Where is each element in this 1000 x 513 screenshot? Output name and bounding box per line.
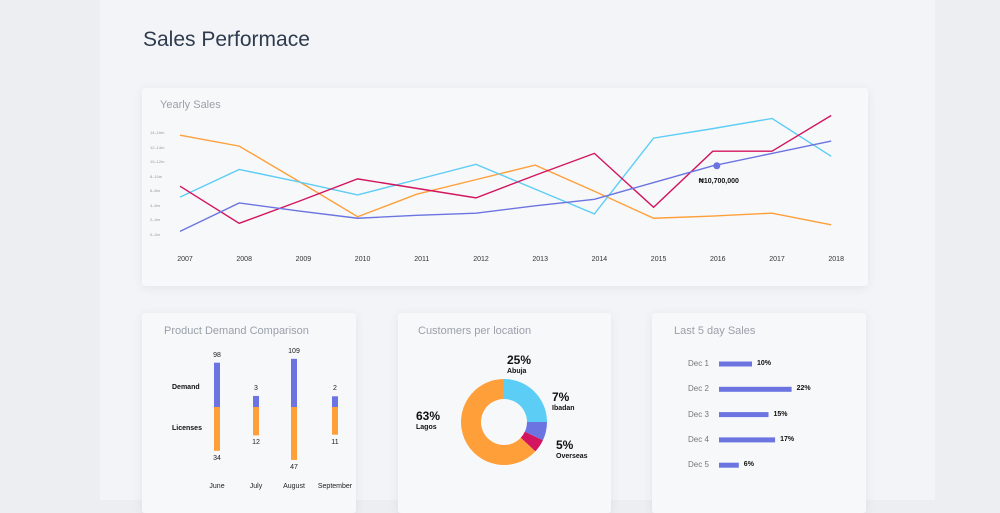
series-line-orange xyxy=(179,134,832,226)
slice-percent: 63% xyxy=(416,409,441,423)
x-tick-label: 2009 xyxy=(295,256,312,263)
x-tick-label: 2014 xyxy=(591,256,608,263)
y-tick-label: 4–6m xyxy=(150,202,161,208)
x-tick-label: 2018 xyxy=(828,256,844,263)
chart-marks xyxy=(179,114,832,468)
product-demand-card xyxy=(142,313,356,513)
licenses-value: 34 xyxy=(213,454,221,462)
y-tick-label: 14–16m xyxy=(150,130,165,135)
day-value: 10% xyxy=(757,360,772,367)
donut-slice-lagos xyxy=(461,379,536,465)
legend-demand: Demand xyxy=(172,384,200,391)
slice-location: Overseas xyxy=(556,453,588,460)
slice-percent: 25% xyxy=(507,353,532,367)
day-label: Dec 4 xyxy=(688,434,709,444)
x-tick-label: 2010 xyxy=(354,256,371,263)
month-label: September xyxy=(317,483,353,490)
y-tick-label: 0–2m xyxy=(150,232,161,237)
y-tick-label: 2–4m xyxy=(150,217,161,223)
highlight-value-label: ₦10,700,000 xyxy=(698,178,739,185)
month-label: June xyxy=(209,483,225,490)
day-label: Dec 1 xyxy=(688,359,709,368)
licenses-value: 47 xyxy=(290,463,298,471)
licenses-value: 12 xyxy=(252,439,260,447)
bar-demand xyxy=(332,396,338,407)
bar-demand xyxy=(291,358,297,407)
day-label: Dec 3 xyxy=(688,409,709,419)
day-bar xyxy=(719,437,776,443)
slice-location: Abuja xyxy=(507,368,527,375)
demand-value: 109 xyxy=(288,347,300,355)
bar-demand xyxy=(253,395,259,407)
product-demand-title: Product Demand Comparison xyxy=(164,325,309,337)
x-tick-label: 2017 xyxy=(769,256,785,263)
day-value: 15% xyxy=(773,410,788,418)
x-tick-label: 2015 xyxy=(650,256,667,263)
series-line-magenta xyxy=(179,114,832,225)
slice-percent: 7% xyxy=(552,390,570,404)
donut-slice-overseas xyxy=(520,431,543,452)
demand-value: 98 xyxy=(213,351,221,359)
donut-slice-abuja xyxy=(504,379,547,422)
y-tick-label: 12–14m xyxy=(150,144,165,150)
y-tick-label: 8–10m xyxy=(150,173,163,179)
licenses-value: 11 xyxy=(331,438,339,446)
yearly-sales-title: Yearly Sales xyxy=(160,99,221,111)
day-value: 22% xyxy=(796,385,811,393)
slice-percent: 5% xyxy=(556,438,574,452)
x-tick-label: 2011 xyxy=(414,256,430,263)
day-bar xyxy=(719,386,792,392)
day-value: 17% xyxy=(780,435,795,443)
day-bar xyxy=(719,462,739,468)
donut-slice-ibadan xyxy=(524,422,547,441)
highlight-point xyxy=(713,162,721,170)
x-tick-label: 2013 xyxy=(532,256,548,263)
day-label: Dec 2 xyxy=(688,384,709,394)
page-title: Sales Performace xyxy=(143,28,310,51)
month-label: August xyxy=(283,483,305,490)
day-value: 6% xyxy=(743,461,754,469)
day-bar xyxy=(719,412,769,418)
slice-location: Ibadan xyxy=(552,405,575,412)
customers-location-title: Customers per location xyxy=(418,325,532,337)
series-line-cyan xyxy=(179,117,832,215)
legend-licenses: Licenses xyxy=(172,425,202,432)
bar-licenses xyxy=(332,407,338,435)
x-tick-label: 2007 xyxy=(177,256,193,263)
demand-value: 3 xyxy=(254,384,258,392)
x-tick-label: 2012 xyxy=(473,256,489,263)
slice-location: Lagos xyxy=(416,424,437,431)
day-bar xyxy=(719,361,752,367)
series-line-purple xyxy=(179,140,832,232)
bar-licenses xyxy=(253,407,259,436)
bar-licenses xyxy=(214,407,220,451)
x-tick-label: 2008 xyxy=(236,256,252,263)
y-tick-label: 6–8m xyxy=(150,188,161,194)
x-tick-label: 2016 xyxy=(710,256,726,263)
demand-value: 2 xyxy=(333,385,337,393)
day-label: Dec 5 xyxy=(688,460,709,470)
customers-location-card xyxy=(398,313,611,513)
last-5-day-title: Last 5 day Sales xyxy=(674,325,756,337)
bar-demand xyxy=(214,362,220,407)
month-label: July xyxy=(249,483,263,490)
y-tick-label: 10–12m xyxy=(150,159,165,165)
bar-licenses xyxy=(291,407,297,460)
